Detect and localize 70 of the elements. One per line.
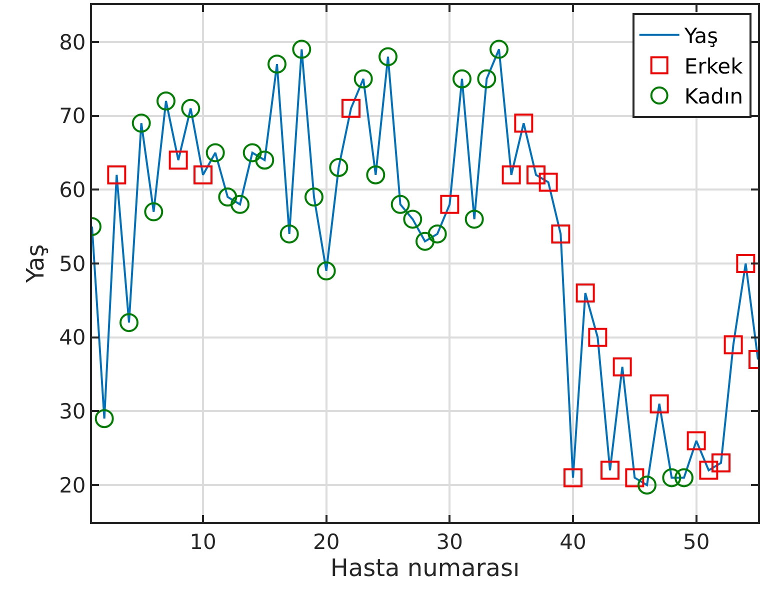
point: [428, 224, 447, 244]
point: [724, 335, 743, 354]
point: [316, 261, 336, 280]
point: [268, 54, 286, 74]
point: [736, 254, 756, 273]
point: [194, 165, 212, 184]
y-tick-label: 80: [59, 30, 86, 54]
x-axis-title: Hasta numarası: [330, 554, 520, 582]
y-tick-label: 30: [59, 400, 86, 424]
point: [600, 460, 620, 480]
point: [403, 210, 422, 229]
point: [280, 224, 299, 244]
legend-label: Erkek: [684, 54, 744, 78]
point: [576, 284, 595, 303]
point: [440, 194, 460, 214]
point: [94, 409, 114, 428]
y-axis-title: Yaş: [22, 244, 50, 284]
point: [120, 313, 138, 332]
point: [526, 165, 546, 184]
point: [538, 172, 558, 192]
point: [255, 150, 274, 170]
point: [452, 69, 472, 88]
y-tick-label: 40: [59, 326, 86, 350]
point: [588, 328, 608, 347]
point: [625, 468, 644, 488]
point: [107, 165, 126, 184]
point: [551, 224, 570, 244]
point: [132, 114, 151, 133]
point: [206, 143, 225, 162]
point: [242, 143, 262, 162]
legend-label: Kadın: [684, 84, 744, 109]
point: [502, 165, 521, 184]
y-tick-label: 50: [59, 252, 86, 276]
point: [292, 40, 312, 59]
y-tick-label: 20: [59, 473, 86, 498]
point: [490, 40, 508, 59]
point: [378, 47, 398, 66]
x-tick-label: 10: [190, 530, 216, 554]
point: [218, 188, 238, 207]
point: [712, 453, 730, 472]
legend-label: Yaş: [683, 24, 718, 48]
point: [329, 158, 348, 177]
point: [612, 357, 632, 376]
point: [686, 431, 706, 450]
point: [674, 468, 694, 488]
y-tick-label: 60: [59, 178, 86, 202]
point: [230, 194, 250, 214]
point: [342, 98, 360, 118]
point: [514, 114, 534, 133]
x-tick-label: 20: [312, 530, 340, 554]
point: [181, 98, 200, 118]
x-tick-label: 40: [560, 530, 586, 554]
point: [638, 476, 656, 495]
point: [304, 188, 324, 207]
point: [477, 69, 496, 88]
point: [464, 210, 484, 229]
x-tick-label: 30: [436, 530, 464, 554]
point: [354, 69, 373, 88]
x-tick-label: 50: [682, 530, 710, 554]
y-tick-label: 70: [59, 104, 86, 128]
point: [390, 194, 410, 214]
point: [699, 460, 718, 480]
point: [650, 394, 669, 414]
point: [156, 92, 176, 110]
point: [564, 468, 582, 488]
point: [144, 202, 164, 222]
point: [416, 232, 434, 251]
point: [168, 150, 188, 170]
point: [366, 165, 386, 184]
point: [662, 468, 682, 488]
